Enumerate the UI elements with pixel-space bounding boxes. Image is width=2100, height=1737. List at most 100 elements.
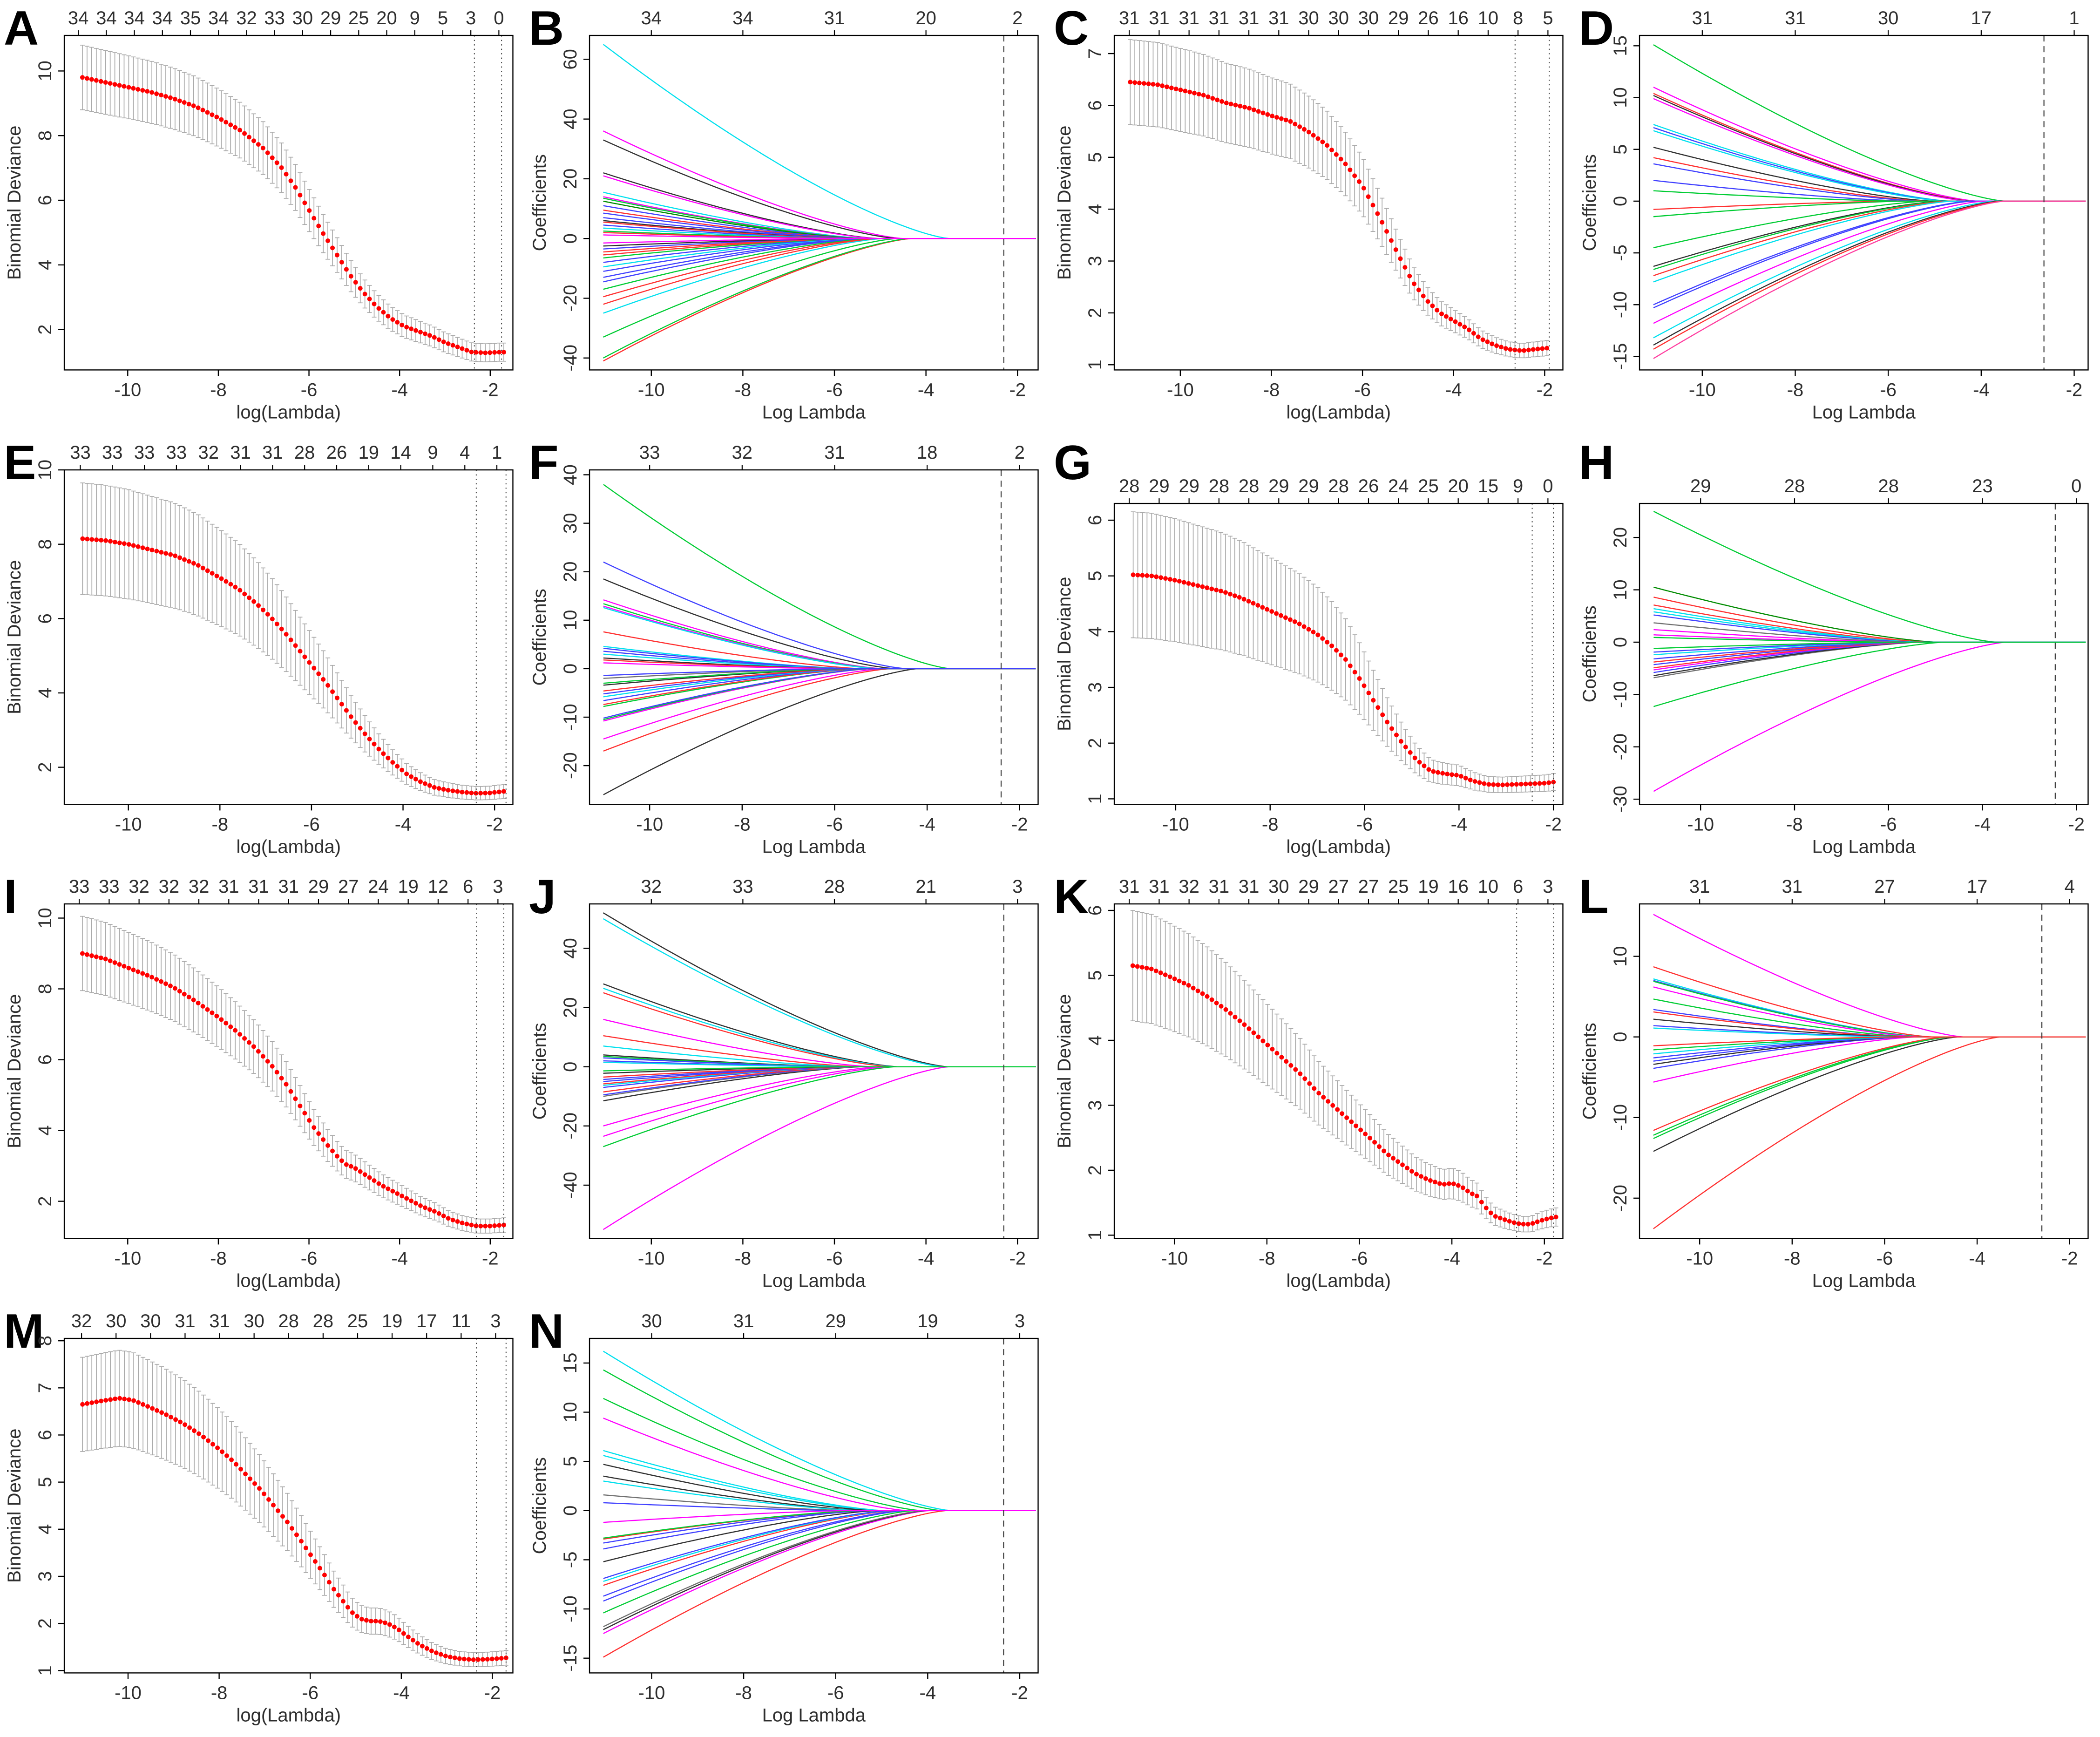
cv-point [325, 238, 331, 243]
cv-point [1457, 322, 1463, 327]
cv-point [1418, 1174, 1423, 1179]
x-tick-label: -6 [826, 814, 843, 835]
x-axis-title: log(Lambda) [236, 836, 341, 857]
cv-point [1532, 781, 1538, 786]
x-tick-label: -2 [1009, 380, 1026, 400]
coefficient-line [1653, 1011, 2086, 1038]
cv-point [1343, 162, 1348, 167]
y-axis-title: Coefficients [529, 589, 550, 685]
cv-point [135, 969, 141, 974]
cv-point [362, 292, 367, 297]
cv-point [1274, 1051, 1280, 1056]
cv-point [260, 145, 265, 150]
cv-point [196, 1000, 201, 1005]
cv-point [1326, 1099, 1331, 1104]
cv-point [302, 1111, 307, 1116]
cv-point [1537, 780, 1542, 786]
cv-point [1284, 1059, 1289, 1064]
cv-point [1491, 782, 1496, 787]
coefficient-line [1653, 586, 2086, 643]
coefficient-line [1653, 200, 2086, 270]
cv-point [1301, 624, 1307, 629]
coefficient-line [603, 44, 1036, 239]
cv-point [358, 1169, 363, 1174]
top-axis-label: 17 [1971, 8, 1992, 28]
x-tick-label: -10 [637, 380, 664, 400]
cv-point [220, 1449, 225, 1454]
cv-point [436, 1211, 441, 1216]
cv-point [1219, 99, 1224, 104]
y-tick-label: -20 [560, 1113, 581, 1140]
cv-point [1306, 129, 1311, 135]
y-tick-label: 0 [560, 1505, 581, 1515]
cv-point [1384, 229, 1389, 234]
cv-point [1394, 732, 1399, 737]
coefficient-line [603, 1463, 1036, 1511]
cv-point [1498, 345, 1504, 350]
panel-F: F -10 -8 -6 -4 -2 Log Lambda -20 -10 0 10 20 30 40 Coe… [525, 434, 1050, 868]
y-tick-label: -20 [560, 752, 581, 779]
cv-point [168, 95, 173, 100]
cv-point [1507, 1219, 1512, 1224]
cv-point [1544, 1216, 1549, 1221]
coefficient-line [603, 1417, 1036, 1511]
cv-point [1486, 781, 1491, 787]
cv-point [191, 561, 196, 566]
top-axis-label: 6 [463, 876, 473, 897]
x-axis-title: log(Lambda) [1286, 836, 1391, 857]
cv-point [196, 105, 201, 110]
cv-point [1372, 1140, 1377, 1145]
coefficient-line [1653, 1036, 2086, 1136]
cv-point [89, 953, 94, 958]
x-axis-title: log(Lambda) [236, 1705, 341, 1725]
cv-point [1380, 712, 1385, 717]
top-axis-label: 9 [427, 442, 438, 463]
cv-point [89, 1400, 95, 1405]
cv-point [140, 971, 145, 976]
cv-point [413, 328, 419, 333]
top-axis-label: 32 [641, 876, 662, 897]
cv-point [450, 1217, 455, 1222]
coefficient-paths [603, 483, 1036, 795]
coefficient-line [1653, 163, 2086, 202]
cv-point [163, 94, 169, 99]
y-axis: -15 -10 -5 0 5 10 15 [1610, 35, 1639, 370]
cv-point [94, 954, 99, 959]
cv-point [1181, 579, 1186, 584]
cv-deviance-plot-C: C -10 -8 -6 -4 -2 log(Lambda) 1 2 3 4 5 6 7 Binomial D… [1054, 1, 1564, 422]
top-axis-label: 14 [390, 442, 411, 463]
cv-point [149, 90, 155, 95]
y-tick-label: 3 [1085, 1100, 1105, 1110]
top-axis-label: 1 [2069, 8, 2079, 28]
cv-point [1423, 1176, 1428, 1181]
cv-point [1140, 572, 1145, 577]
top-axis-label: 0 [1543, 476, 1553, 496]
cv-point [497, 1223, 502, 1228]
cv-point [1320, 139, 1325, 144]
top-axis-nvars: 31 31 30 17 1 [1692, 8, 2079, 36]
coefficient-line [1653, 1036, 2086, 1062]
x-axis: -10 -8 -6 -4 -2 [114, 1238, 499, 1269]
cv-point [492, 350, 497, 355]
cv-point [488, 350, 493, 355]
cv-point [1242, 1022, 1247, 1027]
top-axis-label: 32 [236, 8, 257, 28]
x-tick-label: -2 [1011, 814, 1028, 835]
cv-point [186, 995, 191, 1000]
y-axis-title: Binomial Deviance [1054, 126, 1075, 280]
top-axis-label: 34 [152, 8, 173, 28]
cv-point [290, 1526, 295, 1531]
cv-point [149, 975, 155, 980]
cv-point [206, 1438, 211, 1443]
cv-point [196, 1431, 202, 1436]
x-tick-label: -6 [1880, 814, 1897, 835]
cv-point [381, 310, 386, 315]
top-axis-label: 25 [347, 1311, 368, 1331]
cv-point [154, 548, 159, 553]
cv-point [298, 1539, 304, 1544]
y-tick-label: 5 [35, 1477, 55, 1487]
cv-point [131, 86, 136, 91]
cv-point [1474, 1194, 1479, 1199]
cv-point [248, 1476, 253, 1481]
cv-point [1443, 314, 1449, 319]
